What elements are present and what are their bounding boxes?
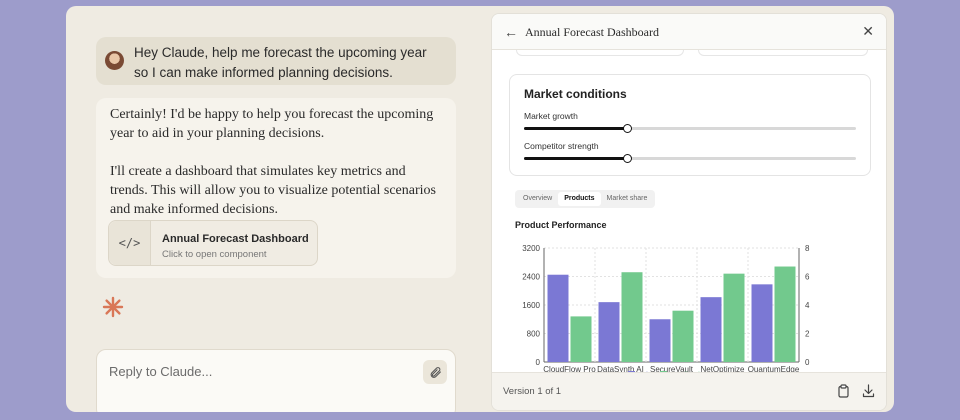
- bar-sales: [751, 284, 773, 362]
- artifact-panel: ← Annual Forecast Dashboard ✕ Market con…: [491, 13, 887, 411]
- dashboard-tabs: Overview Products Market share: [515, 190, 656, 208]
- assistant-message: Certainly! I'd be happy to help you fore…: [96, 98, 456, 278]
- chat-app: Hey Claude, help me forecast the upcomin…: [66, 6, 894, 412]
- artifact-panel-footer: Version 1 of 1: [492, 372, 886, 410]
- slider-fill: [524, 127, 627, 130]
- legend-swatch-feedback: [660, 371, 667, 372]
- y-left-tick-label: 0: [536, 358, 541, 367]
- bar-sales: [547, 274, 569, 362]
- x-tick-label: NetOptimize: [700, 365, 745, 372]
- legend-label-feedback: Feedback Score: [669, 370, 724, 372]
- artifact-card[interactable]: </> Annual Forecast Dashboard Click to o…: [108, 220, 318, 266]
- card-stub: [516, 50, 684, 56]
- slider-thumb[interactable]: [622, 154, 632, 163]
- legend-label-sales: Sales: [637, 370, 656, 372]
- bar-feedback-score: [570, 316, 592, 362]
- tab-overview[interactable]: Overview: [523, 195, 553, 202]
- y-right-tick-label: 4: [805, 301, 810, 310]
- clipboard-icon[interactable]: [837, 384, 850, 403]
- back-arrow-icon[interactable]: ←: [504, 24, 518, 40]
- bar-feedback-score: [723, 273, 745, 362]
- market-growth-slider[interactable]: [524, 124, 856, 133]
- user-message-text: Hey Claude, help me forecast the upcomin…: [134, 45, 427, 80]
- artifact-panel-title: Annual Forecast Dashboard: [525, 25, 659, 39]
- version-label: Version 1 of 1: [503, 386, 562, 397]
- bar-feedback-score: [774, 266, 796, 362]
- slider-fill: [524, 157, 627, 160]
- legend-swatch-sales: [628, 371, 635, 372]
- artifact-content: Market conditions Market growth Competit…: [492, 50, 886, 372]
- x-tick-label: SecureVault: [650, 365, 694, 372]
- close-icon[interactable]: ✕: [862, 23, 874, 39]
- bar-feedback-score: [621, 272, 643, 362]
- x-tick-label: DataSynth AI: [597, 365, 644, 372]
- paperclip-icon[interactable]: [423, 360, 447, 384]
- tab-products[interactable]: Products: [558, 192, 601, 206]
- y-right-tick-label: 2: [805, 330, 810, 339]
- code-icon: </>: [109, 221, 151, 265]
- market-conditions-card: Market conditions Market growth Competit…: [509, 74, 871, 176]
- claude-spark-icon: [102, 296, 124, 318]
- competitor-strength-slider[interactable]: [524, 154, 856, 163]
- assistant-paragraph: I'll create a dashboard that simulates k…: [110, 164, 436, 217]
- y-left-tick-label: 2400: [522, 273, 540, 282]
- reply-placeholder: Reply to Claude...: [109, 364, 213, 379]
- market-conditions-title: Market conditions: [524, 87, 627, 101]
- bar-sales: [598, 302, 620, 362]
- y-right-tick-label: 0: [805, 358, 810, 367]
- assistant-paragraph: Certainly! I'd be happy to help you fore…: [110, 107, 434, 141]
- user-message: Hey Claude, help me forecast the upcomin…: [96, 37, 456, 85]
- slider-label: Competitor strength: [524, 141, 599, 151]
- card-stub: [698, 50, 868, 56]
- y-left-tick-label: 3200: [522, 244, 540, 253]
- bar-feedback-score: [672, 310, 694, 362]
- artifact-card-title: Annual Forecast Dashboard: [162, 233, 309, 245]
- x-tick-label: QuantumEdge: [748, 365, 800, 372]
- reply-input[interactable]: Reply to Claude...: [96, 349, 456, 412]
- product-performance-chart: 0 800 1600 2400 3200 0 2 4 6 8 CloudFlow Pro DataSy…: [522, 244, 810, 372]
- bar-sales: [649, 319, 671, 362]
- y-left-tick-label: 1600: [522, 301, 540, 310]
- y-left-tick-label: 800: [527, 330, 541, 339]
- slider-thumb[interactable]: [622, 124, 632, 133]
- artifact-card-subtitle: Click to open component: [162, 249, 267, 260]
- y-right-tick-label: 8: [805, 244, 810, 253]
- x-tick-label: CloudFlow Pro: [543, 365, 596, 372]
- download-icon[interactable]: [862, 384, 875, 403]
- slider-label: Market growth: [524, 111, 578, 121]
- tab-market-share[interactable]: Market share: [606, 195, 648, 202]
- bar-sales: [700, 297, 722, 362]
- artifact-panel-header: ← Annual Forecast Dashboard ✕: [492, 14, 886, 50]
- y-right-tick-label: 6: [805, 273, 810, 282]
- chart-title: Product Performance: [515, 220, 607, 230]
- user-avatar: [105, 51, 124, 70]
